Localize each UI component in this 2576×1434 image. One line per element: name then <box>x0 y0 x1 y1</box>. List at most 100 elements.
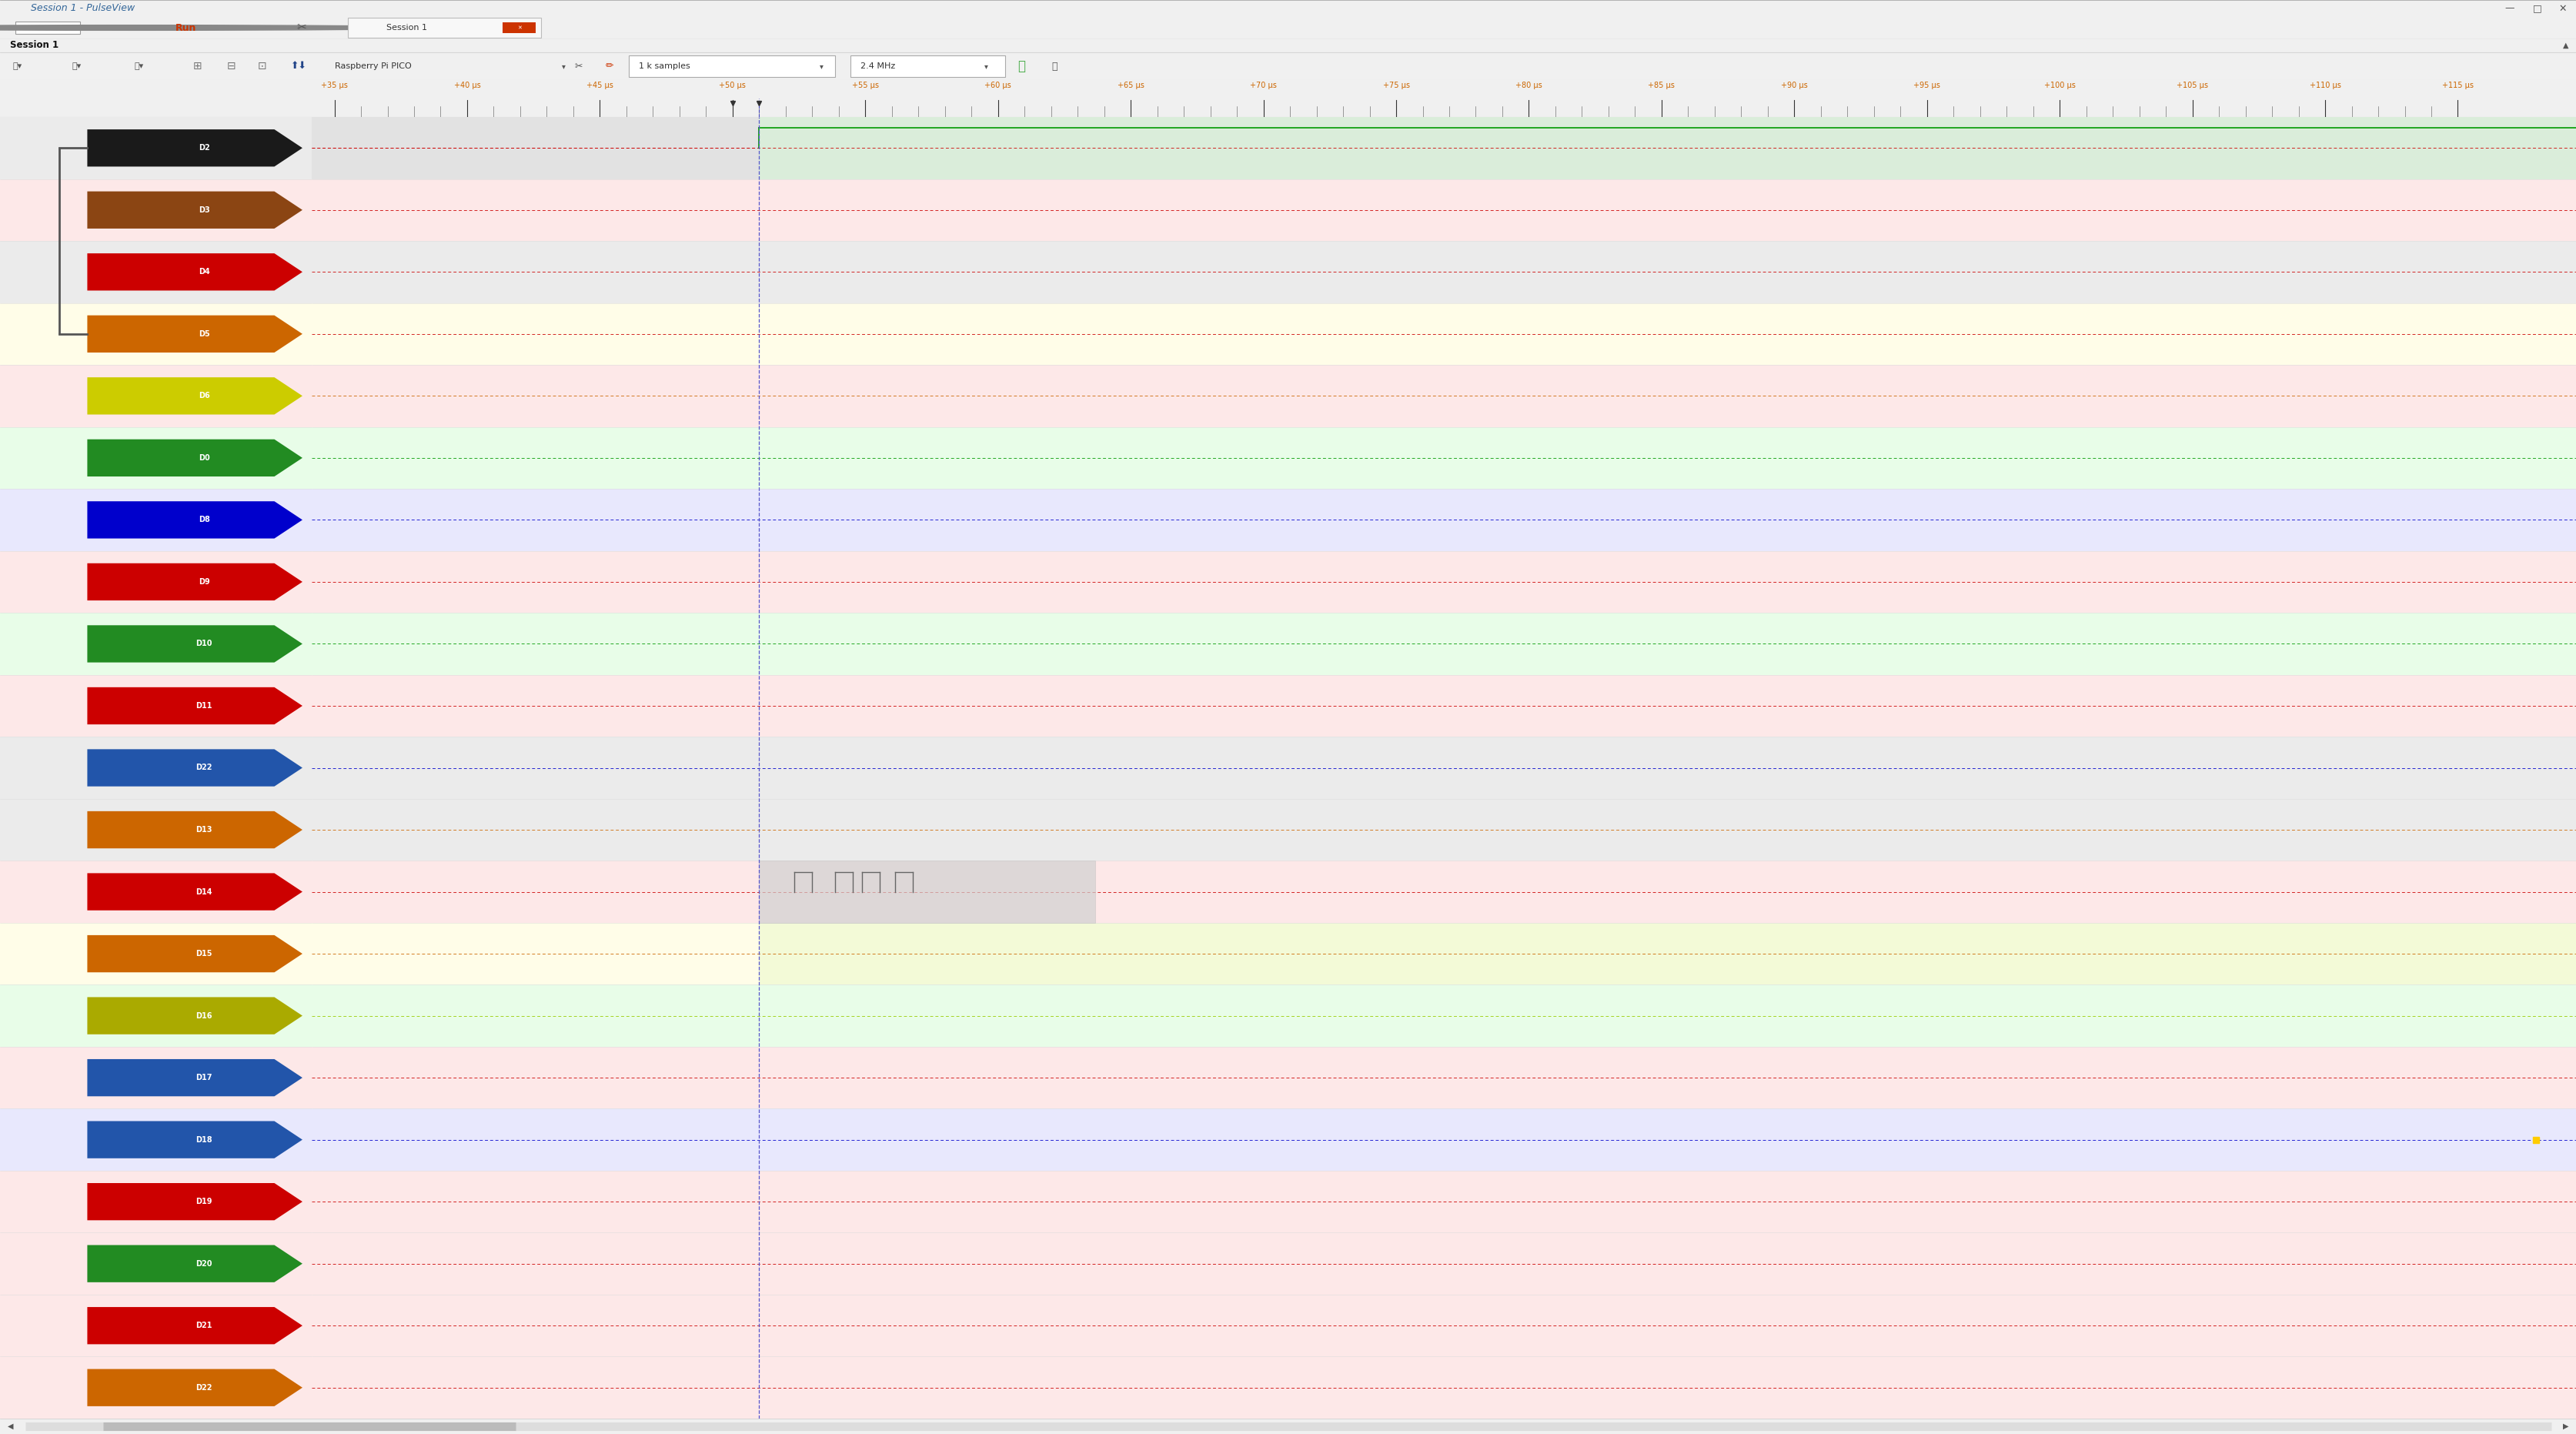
Text: ⬆⬇: ⬆⬇ <box>291 62 307 72</box>
Bar <box>0 179 312 241</box>
FancyBboxPatch shape <box>850 54 1005 77</box>
Text: D22: D22 <box>196 764 211 771</box>
Bar <box>312 675 2576 737</box>
Bar <box>0 1108 312 1170</box>
Text: Raspberry Pi PICO: Raspberry Pi PICO <box>335 62 412 70</box>
Text: D6: D6 <box>198 391 209 400</box>
Text: +90 μs: +90 μs <box>1780 82 1808 89</box>
Bar <box>0 364 312 427</box>
Bar <box>0 241 312 303</box>
Text: ✕: ✕ <box>2558 3 2566 13</box>
Bar <box>0 427 312 489</box>
Text: +80 μs: +80 μs <box>1515 82 1543 89</box>
Polygon shape <box>88 625 301 663</box>
Text: D11: D11 <box>196 703 211 710</box>
Text: D18: D18 <box>196 1136 211 1143</box>
Circle shape <box>0 26 443 30</box>
Text: ⬥: ⬥ <box>1018 59 1025 73</box>
Text: ▾: ▾ <box>819 62 822 70</box>
Bar <box>312 860 2576 922</box>
Bar <box>0 1233 312 1295</box>
Bar <box>0 1357 312 1418</box>
Text: +60 μs: +60 μs <box>984 82 1010 89</box>
Bar <box>0 551 312 612</box>
Text: D10: D10 <box>196 640 211 648</box>
Text: ✕: ✕ <box>518 26 520 30</box>
Text: 1 k samples: 1 k samples <box>639 62 690 70</box>
Polygon shape <box>88 687 301 724</box>
Text: Session 1: Session 1 <box>10 40 59 50</box>
Text: 📄▾: 📄▾ <box>13 62 23 70</box>
Text: +115 μs: +115 μs <box>2442 82 2473 89</box>
Bar <box>312 427 2576 489</box>
Text: +40 μs: +40 μs <box>453 82 479 89</box>
Bar <box>502 23 536 33</box>
Text: D3: D3 <box>198 206 209 214</box>
Text: D19: D19 <box>196 1197 211 1206</box>
Text: ⊞: ⊞ <box>193 60 201 72</box>
Text: +100 μs: +100 μs <box>2043 82 2074 89</box>
Text: +85 μs: +85 μs <box>1649 82 1674 89</box>
Bar <box>0 612 312 675</box>
FancyBboxPatch shape <box>629 54 835 77</box>
Bar <box>0 1295 312 1357</box>
Bar <box>312 489 2576 551</box>
FancyBboxPatch shape <box>348 19 541 37</box>
Bar <box>312 1295 2576 1357</box>
Polygon shape <box>88 191 301 228</box>
Text: D8: D8 <box>198 516 209 523</box>
Bar <box>312 1108 2576 1170</box>
Bar <box>312 1047 2576 1108</box>
Polygon shape <box>88 1369 301 1407</box>
Bar <box>312 179 2576 241</box>
Bar <box>760 860 1095 922</box>
Bar <box>312 799 2576 860</box>
Polygon shape <box>88 315 301 353</box>
Polygon shape <box>88 439 301 476</box>
Polygon shape <box>88 1245 301 1282</box>
Text: ▲: ▲ <box>2563 42 2568 49</box>
Text: ◀: ◀ <box>8 1423 13 1430</box>
Text: D4: D4 <box>198 268 209 275</box>
Text: ⊟: ⊟ <box>227 60 234 72</box>
Text: Run: Run <box>175 23 196 33</box>
Bar <box>0 118 312 179</box>
Polygon shape <box>88 1183 301 1220</box>
Polygon shape <box>88 254 301 291</box>
Bar <box>312 118 2576 179</box>
Text: D22: D22 <box>196 1384 211 1391</box>
Text: ▾: ▾ <box>562 62 564 70</box>
Text: D21: D21 <box>196 1322 211 1329</box>
Polygon shape <box>88 935 301 972</box>
Text: D14: D14 <box>196 888 211 896</box>
Bar <box>312 551 2576 612</box>
Text: D9: D9 <box>198 578 209 585</box>
Text: +75 μs: +75 μs <box>1383 82 1409 89</box>
Text: D20: D20 <box>196 1260 211 1268</box>
Bar <box>0 860 312 922</box>
Polygon shape <box>88 812 301 849</box>
Text: 2.4 MHz: 2.4 MHz <box>860 62 896 70</box>
Polygon shape <box>88 1121 301 1159</box>
Text: +55 μs: +55 μs <box>853 82 878 89</box>
Bar <box>312 364 2576 427</box>
Bar <box>312 737 2576 799</box>
Text: ✂: ✂ <box>296 22 307 33</box>
Text: 📂▾: 📂▾ <box>72 62 82 70</box>
Bar <box>0 303 312 364</box>
Text: ▶: ▶ <box>2563 1423 2568 1430</box>
Text: Session 1 - PulseView: Session 1 - PulseView <box>31 3 134 13</box>
Bar <box>0 675 312 737</box>
Bar <box>0 799 312 860</box>
Bar <box>760 118 2576 179</box>
Text: D2: D2 <box>198 145 209 152</box>
Text: +105 μs: +105 μs <box>2177 82 2208 89</box>
Text: ▾: ▾ <box>984 62 987 70</box>
Polygon shape <box>88 129 301 166</box>
Bar <box>760 922 2576 985</box>
Text: ⊡: ⊡ <box>258 60 265 72</box>
Polygon shape <box>88 564 301 601</box>
Bar <box>0 922 312 985</box>
Text: D17: D17 <box>196 1074 211 1081</box>
Bar <box>0 1047 312 1108</box>
